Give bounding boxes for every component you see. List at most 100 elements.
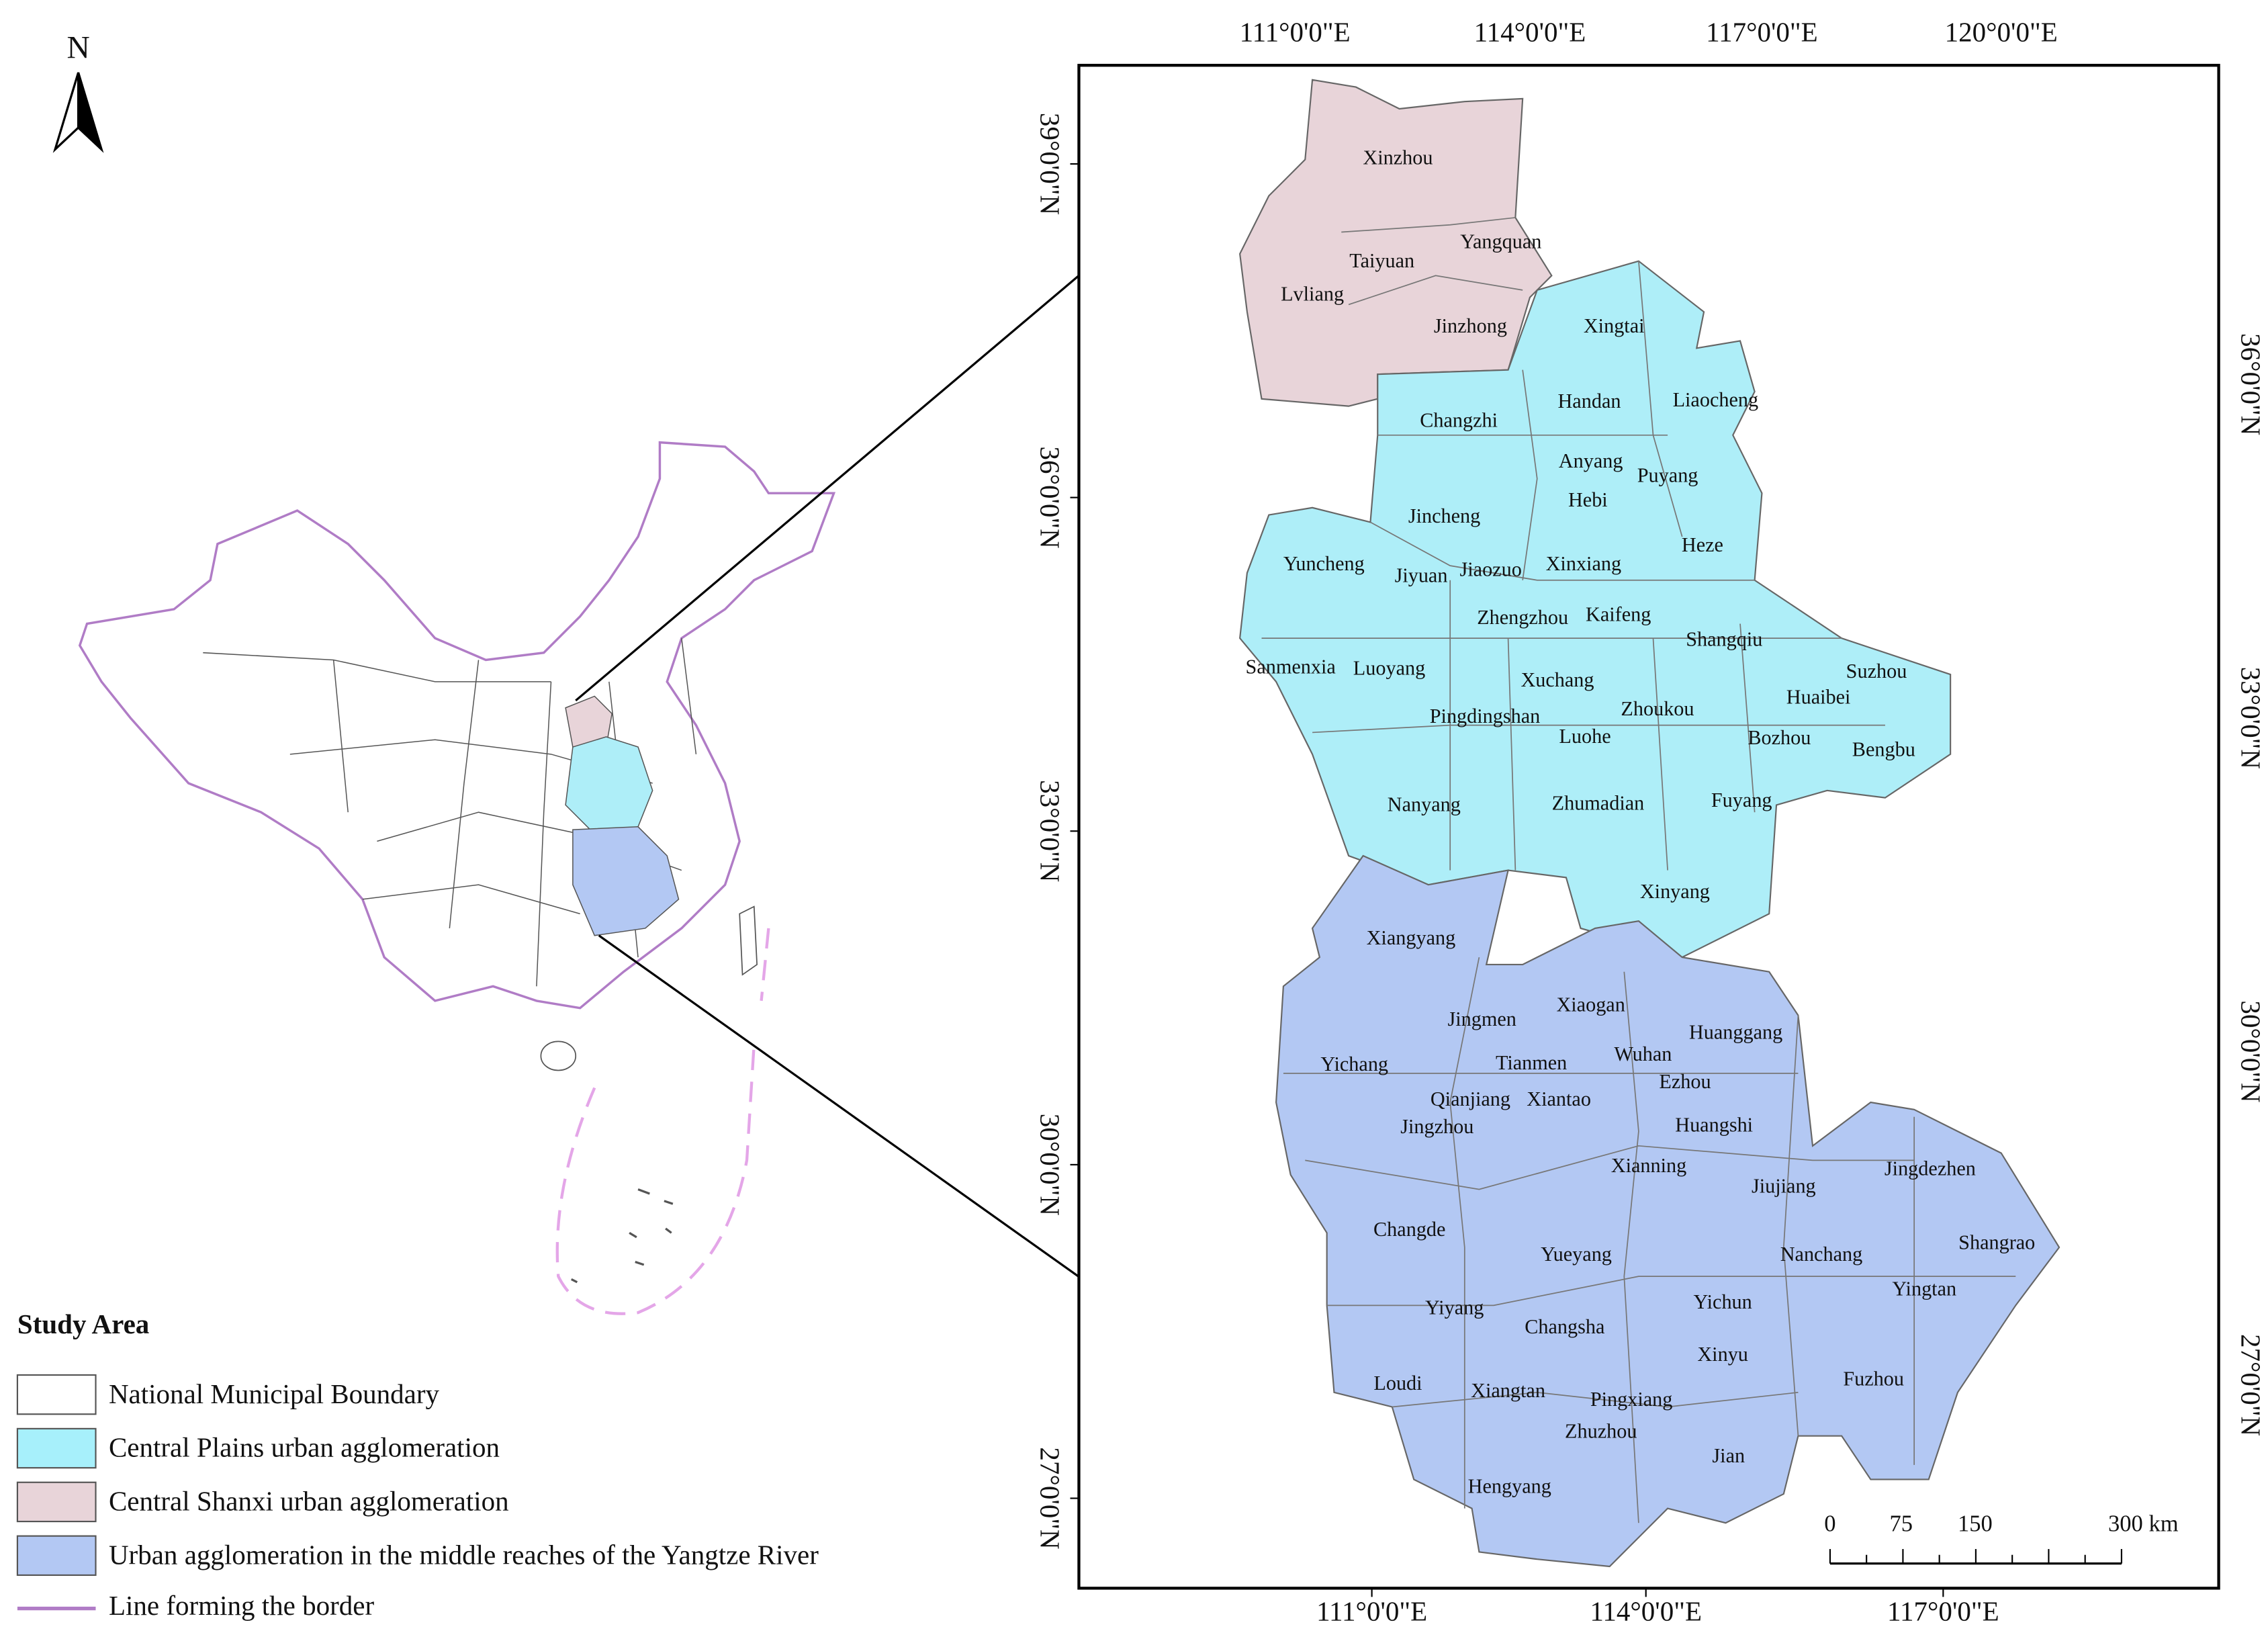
inset-plains <box>565 736 653 835</box>
city-label: Jingzhou <box>1400 1115 1473 1138</box>
inset-border-dash <box>555 928 770 1315</box>
city-label: Nanchang <box>1780 1243 1863 1266</box>
city-label: Changsha <box>1525 1315 1604 1338</box>
city-label: Yingtan <box>1892 1278 1956 1300</box>
city-label: Hengyang <box>1468 1474 1551 1497</box>
city-label: Lvliang <box>1281 282 1344 305</box>
latitude-label: 27°0'0"N <box>2235 1334 2266 1436</box>
city-label: Sanmenxia <box>1246 655 1336 678</box>
city-label: Tianmen <box>1496 1051 1567 1074</box>
city-label: Wuhan <box>1614 1043 1672 1065</box>
longitude-label: 114°0'0"E <box>1590 1596 1702 1627</box>
city-label: Heze <box>1682 533 1723 556</box>
municipal-boundaries <box>1261 217 2016 1523</box>
inset-yangtze <box>572 826 680 936</box>
inset-islets <box>571 1188 674 1284</box>
city-label: Pingdingshan <box>1430 705 1541 727</box>
city-label: Bozhou <box>1748 726 1811 749</box>
city-label: Jian <box>1712 1444 1745 1467</box>
longitude-label: 111°0'0"E <box>1316 1596 1427 1627</box>
inset-shanxi <box>565 695 613 748</box>
city-label: Zhengzhou <box>1477 606 1568 629</box>
legend-swatch <box>16 1374 97 1415</box>
city-label: Suzhou <box>1846 660 1907 682</box>
longitude-label: 117°0'0"E <box>1887 1596 1999 1627</box>
city-label: Xianning <box>1611 1154 1686 1177</box>
city-label: Ezhou <box>1659 1070 1711 1093</box>
city-label: Zhumadian <box>1552 791 1645 814</box>
yangtze-region <box>1275 854 2060 1568</box>
city-label: Xinyu <box>1697 1343 1748 1366</box>
longitude-label: 120°0'0"E <box>1945 16 2058 47</box>
legend-swatch <box>16 1535 97 1577</box>
north-label: N <box>66 31 89 66</box>
graticule-ticks <box>1070 163 1944 1597</box>
latitude-label: 30°0'0"N <box>1035 1114 1066 1216</box>
city-label: Luohe <box>1559 725 1611 748</box>
city-label: Jiujiang <box>1752 1174 1816 1197</box>
city-label: Yichang <box>1320 1053 1388 1075</box>
city-label: Puyang <box>1637 463 1698 486</box>
inset-island <box>739 905 758 976</box>
china-outline <box>78 441 836 1010</box>
latitude-label: 36°0'0"N <box>1035 447 1066 549</box>
legend-title: Study Area <box>17 1309 149 1339</box>
city-label: Jinzhong <box>1434 314 1507 337</box>
inset-island <box>540 1040 577 1071</box>
legend-swatch <box>16 1481 97 1523</box>
city-label: Xiantao <box>1527 1088 1591 1110</box>
scale-label: 75 <box>1889 1511 1913 1536</box>
city-label: Jingmen <box>1448 1008 1516 1030</box>
city-label: Pingxiang <box>1590 1388 1673 1411</box>
legend-label: Central Shanxi urban agglomeration <box>109 1486 509 1517</box>
longitude-label: 114°0'0"E <box>1474 16 1586 47</box>
city-label: Handan <box>1557 390 1621 412</box>
latitude-label: 39°0'0"N <box>1035 113 1066 215</box>
city-label: Nanyang <box>1388 793 1461 816</box>
city-label: Hebi <box>1568 488 1608 511</box>
city-label: Zhoukou <box>1621 697 1694 720</box>
city-label: Kaifeng <box>1586 603 1651 626</box>
city-label: Yiyang <box>1425 1296 1484 1319</box>
legend-swatch <box>16 1427 97 1469</box>
latitude-label: 27°0'0"N <box>1035 1447 1066 1549</box>
china-inset <box>78 441 836 1315</box>
city-label: Xinyang <box>1640 880 1710 903</box>
legend-label: Line forming the border <box>109 1590 375 1621</box>
legend-label: Urban agglomeration in the middle reache… <box>109 1539 819 1570</box>
city-label: Xuchang <box>1521 668 1594 691</box>
city-label: Huaibei <box>1786 686 1851 709</box>
scale-label: 150 <box>1958 1511 1993 1536</box>
city-label: Huangshi <box>1675 1114 1753 1137</box>
city-label: Yichun <box>1693 1290 1752 1313</box>
latitude-label: 30°0'0"N <box>2235 1000 2266 1102</box>
city-label: Xinxiang <box>1546 552 1621 575</box>
city-label: Jingdezhen <box>1885 1157 1976 1180</box>
city-label: Shangrao <box>1958 1231 2035 1254</box>
latitude-label: 33°0'0"N <box>2235 667 2266 769</box>
longitude-label: 117°0'0"E <box>1706 16 1818 47</box>
latitude-label: 33°0'0"N <box>1035 780 1066 882</box>
city-label: Huanggang <box>1689 1021 1782 1044</box>
scale-label: 300 km <box>2108 1511 2179 1536</box>
legend-label: Central Plains urban agglomeration <box>109 1432 500 1463</box>
city-label: Fuyang <box>1711 789 1772 811</box>
north-arrow <box>77 72 104 153</box>
legend-label: National Municipal Boundary <box>109 1378 440 1409</box>
graticule-labels: 111°0'0"E 114°0'0"E 117°0'0"E 120°0'0"E 111°… <box>1035 16 2267 1626</box>
city-label: Bengbu <box>1852 738 1915 760</box>
city-label: Shangqiu <box>1686 627 1762 650</box>
city-label: Liaocheng <box>1673 388 1759 411</box>
city-label: Loudi <box>1373 1372 1422 1394</box>
city-label: Xiangtan <box>1471 1379 1545 1402</box>
city-label: Taiyuan <box>1349 249 1414 272</box>
city-label: Yueyang <box>1541 1243 1612 1266</box>
city-label: Luoyang <box>1353 657 1425 680</box>
city-label: Jiyuan <box>1395 564 1448 586</box>
city-label: Yuncheng <box>1283 552 1365 575</box>
city-label: Jiaozuo <box>1460 558 1522 581</box>
city-label: Anyang <box>1559 449 1623 472</box>
